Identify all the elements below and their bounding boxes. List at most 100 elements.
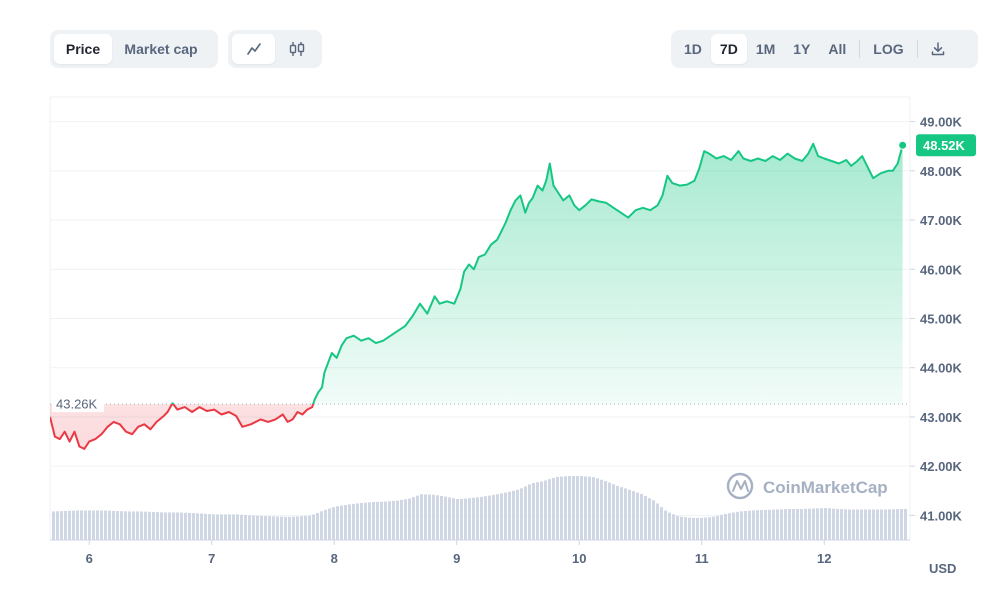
volume-bar (780, 509, 783, 540)
x-tick-label: 6 (86, 551, 93, 566)
volume-bar (372, 502, 375, 540)
volume-bar (412, 497, 415, 540)
volume-bar (232, 514, 235, 540)
volume-bar (596, 478, 599, 540)
price-tab[interactable]: Price (54, 34, 112, 64)
volume-bar (880, 509, 883, 540)
volume-bar (392, 500, 395, 540)
volume-bar (820, 508, 823, 540)
y-tick-label: 42.00K (920, 459, 963, 474)
volume-bar (256, 515, 259, 540)
volume-bar (172, 512, 175, 540)
reference-price-label-bg (52, 395, 104, 413)
reference-price-label: 43.26K (56, 397, 98, 412)
volume-bar (220, 514, 223, 540)
volume-bar (724, 513, 727, 540)
volume-bar (544, 480, 547, 540)
volume-bar (304, 515, 307, 540)
volume-bar (620, 487, 623, 540)
volume-bar (772, 509, 775, 540)
volume-bar (840, 509, 843, 540)
volume-bar (88, 510, 91, 540)
volume-bar (636, 492, 639, 540)
volume-bar (388, 501, 391, 540)
volume-bar (604, 481, 607, 540)
volume-bar (664, 510, 667, 540)
volume-bar (720, 514, 723, 540)
x-tick-label: 7 (208, 551, 215, 566)
volume-bar (340, 505, 343, 540)
line-chart-button[interactable] (232, 34, 275, 64)
market-cap-tab[interactable]: Market cap (124, 41, 198, 57)
volume-bar (440, 495, 443, 540)
volume-bar (572, 476, 575, 540)
volume-bar (184, 512, 187, 540)
volume-bar (900, 508, 903, 540)
volume-bar (292, 516, 295, 540)
volume-bar (672, 514, 675, 540)
volume-bar (208, 514, 211, 540)
volume-bar (504, 492, 507, 540)
line-chart-icon (246, 43, 261, 55)
volume-bar (280, 516, 283, 540)
volume-bar (400, 499, 403, 540)
range-divider (859, 40, 861, 58)
range-7d-tab[interactable]: 7D (710, 34, 747, 64)
volume-bar (584, 476, 587, 540)
volume-bar (812, 508, 815, 540)
volume-bar (496, 494, 499, 540)
volume-bar (380, 501, 383, 540)
volume-bar (868, 509, 871, 540)
range-1m-tab[interactable]: 1M (755, 41, 776, 57)
volume-bar (152, 512, 155, 540)
volume-bar (676, 515, 679, 540)
volume-bar (872, 509, 875, 540)
range-selector: 1D 7D 1M 1Y All LOG (671, 30, 978, 68)
volume-bar (732, 512, 735, 540)
volume-bar (116, 511, 119, 540)
x-tick-label: 11 (695, 551, 709, 566)
volume-bar (832, 508, 835, 540)
volume-bar (680, 516, 683, 540)
volume-bar (424, 494, 427, 540)
volume-bar (192, 513, 195, 540)
volume-bar (768, 509, 771, 540)
volume-bar (580, 476, 583, 540)
volume-bar (228, 514, 231, 540)
volume-bar (460, 498, 463, 540)
volume-bar (536, 482, 539, 540)
range-1y-tab[interactable]: 1Y (793, 41, 811, 57)
download-button[interactable] (922, 34, 954, 64)
volume-bar (688, 517, 691, 540)
volume-bar (376, 501, 379, 540)
volume-bar (500, 493, 503, 540)
volume-bar (416, 495, 419, 540)
volume-bar (564, 476, 567, 540)
volume-bar (804, 508, 807, 540)
range-1d-tab[interactable]: 1D (684, 41, 702, 57)
candlestick-chart-button[interactable] (275, 34, 318, 64)
volume-bar (156, 512, 159, 540)
range-all-tab[interactable]: All (828, 41, 847, 57)
volume-bar (456, 499, 459, 540)
volume-bar (64, 510, 67, 540)
x-tick-label: 10 (572, 551, 586, 566)
volume-bar (180, 512, 183, 540)
volume-bar (176, 512, 179, 540)
volume-bar (92, 510, 95, 540)
volume-bar (776, 509, 779, 540)
volume-bar (612, 484, 615, 540)
volume-bar (476, 497, 479, 540)
range-divider (916, 40, 918, 58)
volume-bar (764, 509, 767, 540)
volume-bar (276, 516, 279, 540)
log-scale-toggle[interactable]: LOG (873, 41, 904, 57)
currency-label: USD (929, 561, 956, 576)
volume-bar (300, 516, 303, 540)
metric-selector: Price Market cap (50, 30, 218, 68)
candlestick-icon (289, 42, 304, 56)
volume-bar (436, 495, 439, 540)
volume-bar (144, 511, 147, 540)
volume-bar (140, 511, 143, 540)
